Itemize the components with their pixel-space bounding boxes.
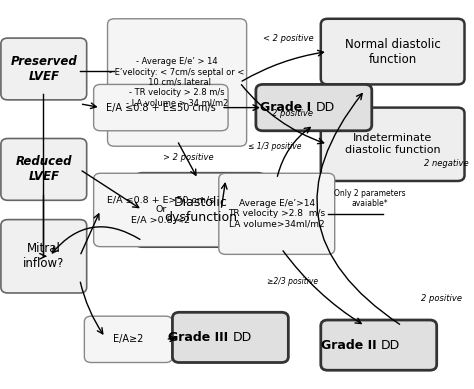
Text: E/A ≤0.8 + E>50 cm/s
Or
E/A >0.8-<2: E/A ≤0.8 + E>50 cm/s Or E/A >0.8-<2: [107, 195, 214, 225]
Text: E/A≥2: E/A≥2: [113, 334, 144, 344]
Text: Preserved
LVEF: Preserved LVEF: [10, 55, 77, 83]
FancyBboxPatch shape: [219, 173, 335, 254]
Text: Normal diastolic
function: Normal diastolic function: [345, 38, 440, 66]
Text: ≤ 1/3 positive: ≤ 1/3 positive: [248, 142, 301, 151]
FancyBboxPatch shape: [94, 84, 228, 131]
Text: Grade III: Grade III: [168, 331, 228, 344]
Text: Diastolic
dysfunction: Diastolic dysfunction: [164, 196, 237, 224]
Text: > 2 positive: > 2 positive: [164, 153, 214, 162]
Text: Grade II: Grade II: [321, 339, 376, 352]
Text: 2 negative: 2 negative: [424, 159, 468, 168]
FancyBboxPatch shape: [1, 138, 87, 200]
Text: < 2 positive: < 2 positive: [263, 33, 314, 42]
Text: E/A ≤0.8 + E≤50 cm/s: E/A ≤0.8 + E≤50 cm/s: [106, 103, 216, 112]
Text: Reduced
LVEF: Reduced LVEF: [16, 155, 72, 183]
FancyBboxPatch shape: [321, 108, 465, 181]
Text: Grade I DD: Grade I DD: [279, 101, 348, 114]
Text: Only 2 parameters
avaiable*: Only 2 parameters avaiable*: [334, 189, 405, 208]
FancyBboxPatch shape: [94, 173, 228, 247]
Text: DD: DD: [233, 331, 252, 344]
Text: Grade III DD: Grade III DD: [192, 331, 269, 344]
FancyBboxPatch shape: [84, 316, 173, 363]
FancyBboxPatch shape: [256, 84, 372, 131]
FancyBboxPatch shape: [1, 220, 87, 293]
Text: Grade II DD: Grade II DD: [342, 339, 415, 352]
Text: - Average E/e’ > 14
- E’velocity: < 7cm/s septal or <
  10 cm/s lateral
- TR vel: - Average E/e’ > 14 - E’velocity: < 7cm/…: [109, 57, 245, 108]
Text: DD: DD: [316, 101, 336, 114]
Text: Average E/e’>14
TR velocity >2.8  m/s
LA volume>34ml/m2: Average E/e’>14 TR velocity >2.8 m/s LA …: [228, 199, 325, 229]
FancyBboxPatch shape: [321, 19, 465, 84]
Text: 2 positive: 2 positive: [421, 294, 462, 303]
FancyBboxPatch shape: [321, 320, 437, 370]
Text: ≥2/3 positive: ≥2/3 positive: [267, 277, 319, 286]
FancyBboxPatch shape: [108, 19, 246, 146]
Text: Mitral
inflow?: Mitral inflow?: [23, 242, 64, 270]
FancyBboxPatch shape: [1, 38, 87, 100]
FancyBboxPatch shape: [173, 312, 288, 363]
Text: Grade I: Grade I: [260, 101, 311, 114]
FancyBboxPatch shape: [136, 173, 265, 247]
Text: DD: DD: [381, 339, 401, 352]
Text: 2 positive: 2 positive: [273, 109, 313, 118]
Text: Indeterminate
diastolic function: Indeterminate diastolic function: [345, 133, 440, 155]
